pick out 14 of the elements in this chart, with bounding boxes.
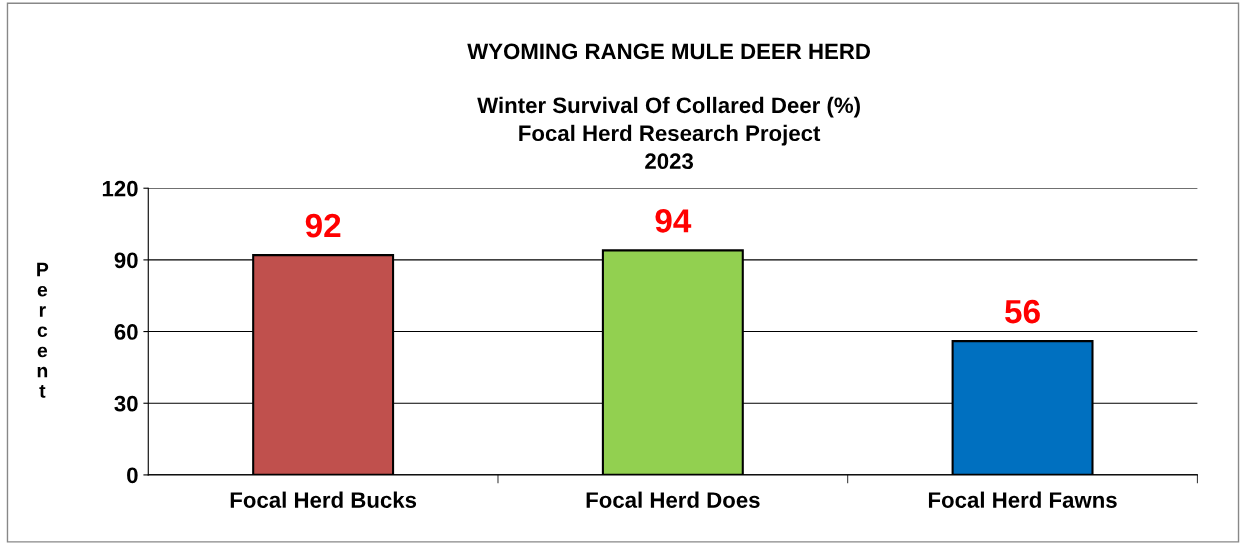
data-label: 92: [305, 213, 341, 238]
y-tick-label: 0: [127, 467, 138, 484]
chart-title: WYOMING RANGE MULE DEER HERD: [467, 43, 871, 60]
y-tick-label: 60: [114, 324, 138, 340]
data-label: 56: [1005, 299, 1040, 324]
y-tick-label: 30: [114, 395, 138, 412]
x-tick-label: Focal Herd Does: [586, 491, 760, 508]
y-axis-title: Percent: [37, 262, 49, 398]
y-tick-label: 90: [114, 252, 138, 269]
y-tick-label: 120: [102, 180, 138, 197]
data-label: 94: [655, 209, 692, 233]
chart-subtitle: Winter Survival Of Collared Deer (%) Focal Herd Research Project 2023: [477, 96, 860, 170]
x-tick-label: Focal Herd Bucks: [230, 491, 417, 508]
x-tick-label: Focal Herd Fawns: [928, 491, 1117, 508]
